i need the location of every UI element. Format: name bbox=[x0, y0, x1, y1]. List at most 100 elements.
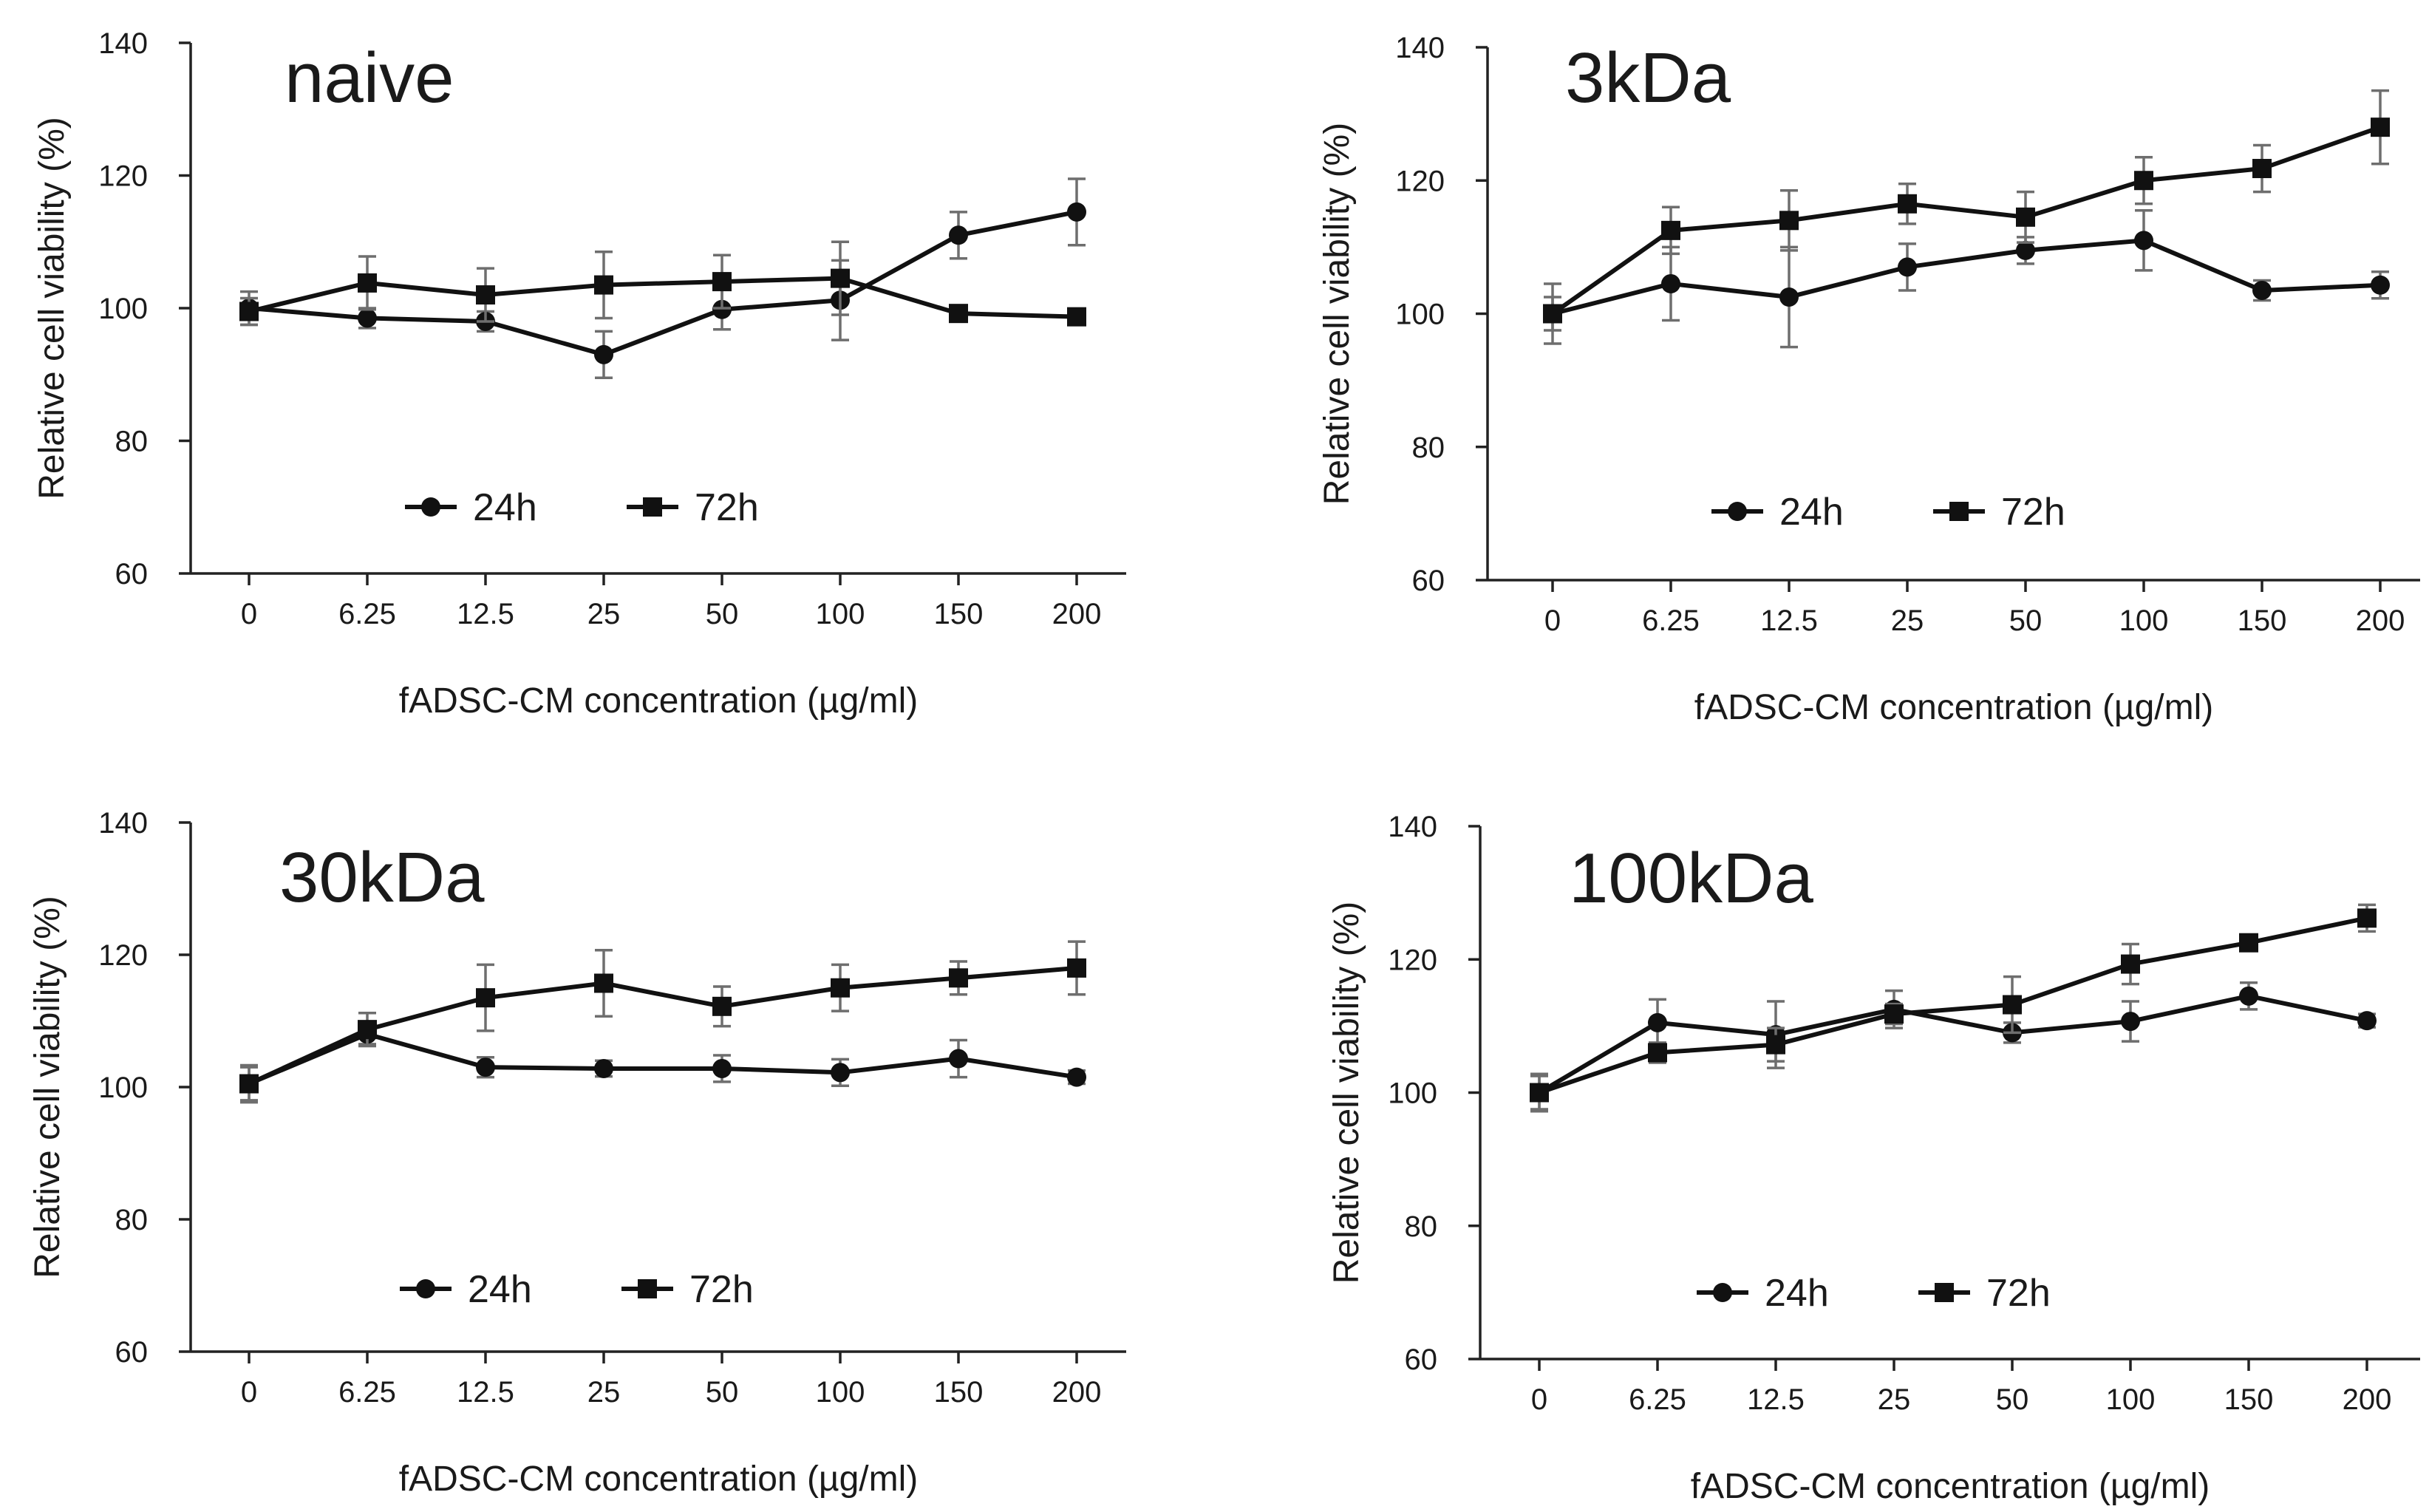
series-line-24h bbox=[1538, 993, 2368, 1095]
panel-title: 100kDa bbox=[1569, 839, 1814, 918]
data-point-24h bbox=[1067, 202, 1086, 222]
legend: 24h 72h bbox=[405, 486, 759, 529]
data-point-72h bbox=[1766, 1035, 1785, 1055]
legend-marker-72h bbox=[638, 1279, 657, 1298]
x-tick-label: 6.25 bbox=[338, 1376, 396, 1409]
x-tick-label: 12.5 bbox=[1747, 1383, 1805, 1416]
data-point-72h bbox=[1067, 307, 1086, 327]
x-tick-label: 100 bbox=[2106, 1383, 2156, 1416]
panel-title: naive bbox=[285, 38, 454, 118]
x-tick-label: 25 bbox=[587, 598, 621, 630]
panel-title: 3kDa bbox=[1565, 38, 1731, 118]
y-tick-label: 140 bbox=[1395, 32, 1445, 64]
series-24h bbox=[1543, 209, 2390, 349]
y-tick-label: 80 bbox=[115, 1204, 149, 1236]
data-point-72h bbox=[712, 272, 732, 292]
y-tick-label: 60 bbox=[115, 558, 149, 590]
x-tick-label: 200 bbox=[1052, 598, 1102, 630]
data-point-24h bbox=[1067, 1067, 1086, 1087]
y-tick-label: 120 bbox=[98, 160, 148, 193]
data-point-72h bbox=[1898, 194, 1917, 214]
x-axis-title: fADSC-CM concentration (µg/ml) bbox=[1694, 688, 2214, 727]
y-tick-label: 100 bbox=[98, 1072, 148, 1104]
legend: 24h 72h bbox=[400, 1268, 754, 1311]
x-tick-label: 200 bbox=[1052, 1376, 1102, 1409]
data-point-24h bbox=[949, 225, 968, 245]
series-line-72h bbox=[1539, 916, 2368, 1095]
data-point-72h bbox=[2357, 908, 2377, 928]
data-point-72h bbox=[2016, 207, 2035, 227]
series-line-24h bbox=[1552, 238, 2381, 316]
y-tick-label: 140 bbox=[98, 807, 148, 840]
chart-panel-3: 60 80 100 120 140 0 6.25 12.5 25 50 100 150 200 Relat… bbox=[28, 807, 1126, 1499]
data-point-72h bbox=[1779, 211, 1799, 231]
data-point-72h bbox=[2003, 995, 2022, 1015]
x-tick-label: 0 bbox=[1531, 1383, 1547, 1416]
y-tick-label: 100 bbox=[98, 293, 148, 325]
data-point-72h bbox=[1530, 1083, 1549, 1103]
x-tick-label: 0 bbox=[241, 598, 257, 630]
y-tick-label: 60 bbox=[1405, 1344, 1438, 1376]
legend-marker-24h bbox=[416, 1279, 435, 1298]
x-tick-label: 100 bbox=[816, 1376, 865, 1409]
data-point-72h bbox=[239, 1074, 259, 1094]
legend-label-24h: 24h bbox=[473, 486, 537, 529]
data-point-72h bbox=[1067, 958, 1086, 978]
series-72h bbox=[1530, 903, 2377, 1111]
legend-marker-24h bbox=[1728, 502, 1747, 521]
data-point-72h bbox=[358, 273, 377, 293]
data-point-24h bbox=[949, 1049, 968, 1069]
data-point-72h bbox=[358, 1020, 377, 1040]
data-point-72h bbox=[949, 304, 968, 324]
x-tick-label: 100 bbox=[816, 598, 865, 630]
x-tick-label: 0 bbox=[241, 1376, 257, 1409]
data-point-72h bbox=[831, 978, 850, 998]
data-point-24h bbox=[2252, 280, 2272, 300]
data-point-72h bbox=[2252, 159, 2272, 179]
data-point-24h bbox=[594, 344, 613, 364]
series-72h bbox=[239, 240, 1086, 327]
data-point-24h bbox=[1648, 1012, 1667, 1032]
y-tick-label: 80 bbox=[1405, 1210, 1438, 1243]
y-tick-label: 120 bbox=[1395, 165, 1445, 197]
data-point-72h bbox=[1884, 1004, 1904, 1024]
x-tick-label: 50 bbox=[706, 1376, 739, 1409]
data-point-72h bbox=[594, 275, 613, 295]
data-point-72h bbox=[594, 973, 613, 993]
data-point-24h bbox=[358, 308, 377, 328]
x-tick-label: 25 bbox=[1878, 1383, 1911, 1416]
x-tick-label: 100 bbox=[2119, 605, 2169, 637]
data-point-24h bbox=[2016, 240, 2035, 260]
series-line-24h bbox=[248, 209, 1077, 357]
data-point-72h bbox=[1661, 220, 1680, 240]
legend: 24h 72h bbox=[1697, 1272, 2051, 1315]
data-point-24h bbox=[831, 1063, 850, 1083]
x-tick-label: 200 bbox=[2356, 605, 2405, 637]
x-tick-label: 12.5 bbox=[457, 1376, 514, 1409]
data-point-24h bbox=[2371, 275, 2390, 295]
x-tick-label: 6.25 bbox=[1629, 1383, 1686, 1416]
data-point-24h bbox=[594, 1058, 613, 1078]
y-axis-title: Relative cell viability (%) bbox=[28, 896, 67, 1278]
legend-label-24h: 24h bbox=[1765, 1272, 1829, 1315]
data-point-72h bbox=[239, 302, 259, 321]
data-point-24h bbox=[2121, 1012, 2140, 1032]
data-point-72h bbox=[712, 996, 732, 1016]
data-point-72h bbox=[476, 988, 495, 1008]
y-tick-label: 140 bbox=[1388, 811, 1437, 843]
legend-marker-72h bbox=[1935, 1283, 1954, 1302]
y-tick-label: 120 bbox=[1388, 944, 1437, 976]
legend-label-72h: 72h bbox=[2001, 491, 2065, 534]
chart-panel-4: 60 80 100 120 140 0 6.25 12.5 25 50 100 150 200 Relat… bbox=[1327, 811, 2420, 1506]
series-line-72h bbox=[248, 965, 1077, 1086]
y-tick-label: 120 bbox=[98, 939, 148, 972]
chart-panel-1: 60 80 100 120 140 0 6.25 12.5 25 50 100 150 200 Relat… bbox=[33, 27, 1126, 721]
legend-marker-72h bbox=[1949, 502, 1969, 521]
x-tick-label: 150 bbox=[2224, 1383, 2274, 1416]
y-tick-label: 80 bbox=[1412, 432, 1445, 464]
x-tick-label: 6.25 bbox=[1642, 605, 1700, 637]
legend-label-72h: 72h bbox=[689, 1268, 754, 1311]
legend-label-24h: 24h bbox=[1779, 491, 1844, 534]
data-point-24h bbox=[476, 1058, 495, 1077]
series-line-72h bbox=[248, 276, 1077, 319]
